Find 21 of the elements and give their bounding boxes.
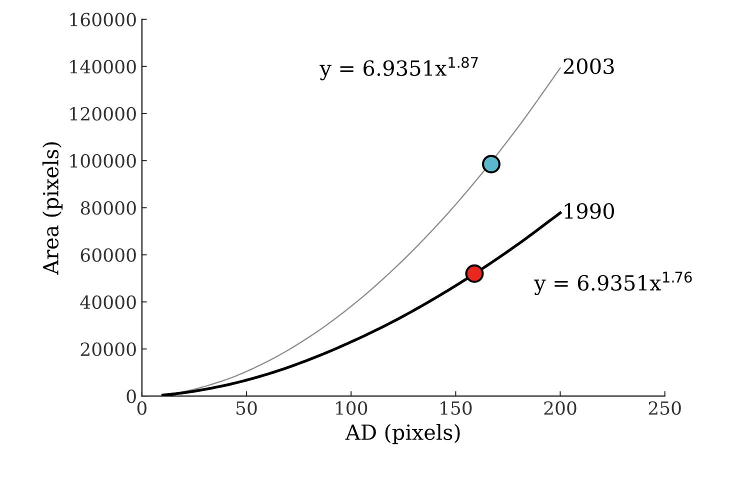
y-tick-label: 20000 [80, 342, 136, 356]
x-tick-label: 150 [440, 401, 472, 415]
x-tick-label: 0 [137, 401, 146, 415]
x-tick-label: 50 [236, 401, 257, 415]
y-tick-label: 160000 [70, 12, 136, 26]
y-tick-label: 100000 [70, 154, 136, 168]
y-tick-label: 120000 [70, 106, 136, 121]
y-tick-label: 140000 [70, 60, 136, 74]
y-tick-label: 40000 [80, 295, 136, 309]
x-tick-label: 250 [648, 401, 681, 415]
annotation: y = 6.9351x$^{1.76}$ [534, 272, 692, 296]
x-tick-label: 100 [336, 401, 368, 415]
y-axis-title: Area (pixels) [42, 142, 63, 275]
x-tick-label: 200 [544, 401, 576, 415]
series-label: 1990 [564, 203, 614, 219]
y-tick-label: 0 [126, 390, 136, 404]
annotation: y = 6.9351x$^{1.87}$ [320, 56, 478, 80]
series-label: 2003 [564, 58, 614, 74]
y-tick-label: 60000 [80, 248, 136, 262]
x-axis-title: AD (pixels) [345, 424, 460, 444]
y-tick-label: 80000 [80, 201, 136, 215]
